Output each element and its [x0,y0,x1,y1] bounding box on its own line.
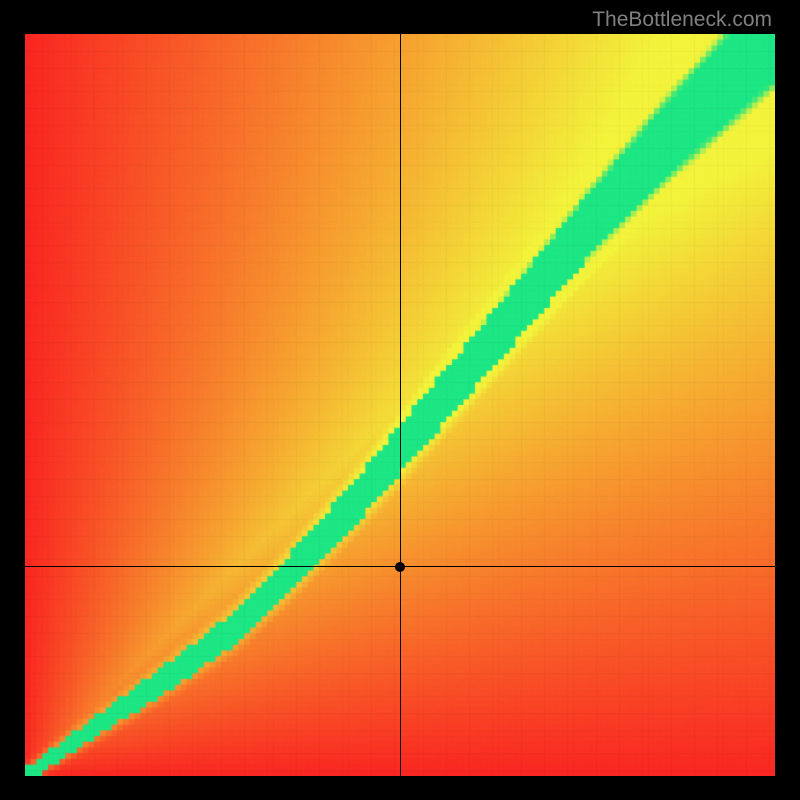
plot-area [25,34,775,776]
crosshair-vertical [400,34,401,776]
crosshair-marker [390,557,410,577]
chart-container: TheBottleneck.com [0,0,800,800]
watermark-text: TheBottleneck.com [592,8,772,32]
